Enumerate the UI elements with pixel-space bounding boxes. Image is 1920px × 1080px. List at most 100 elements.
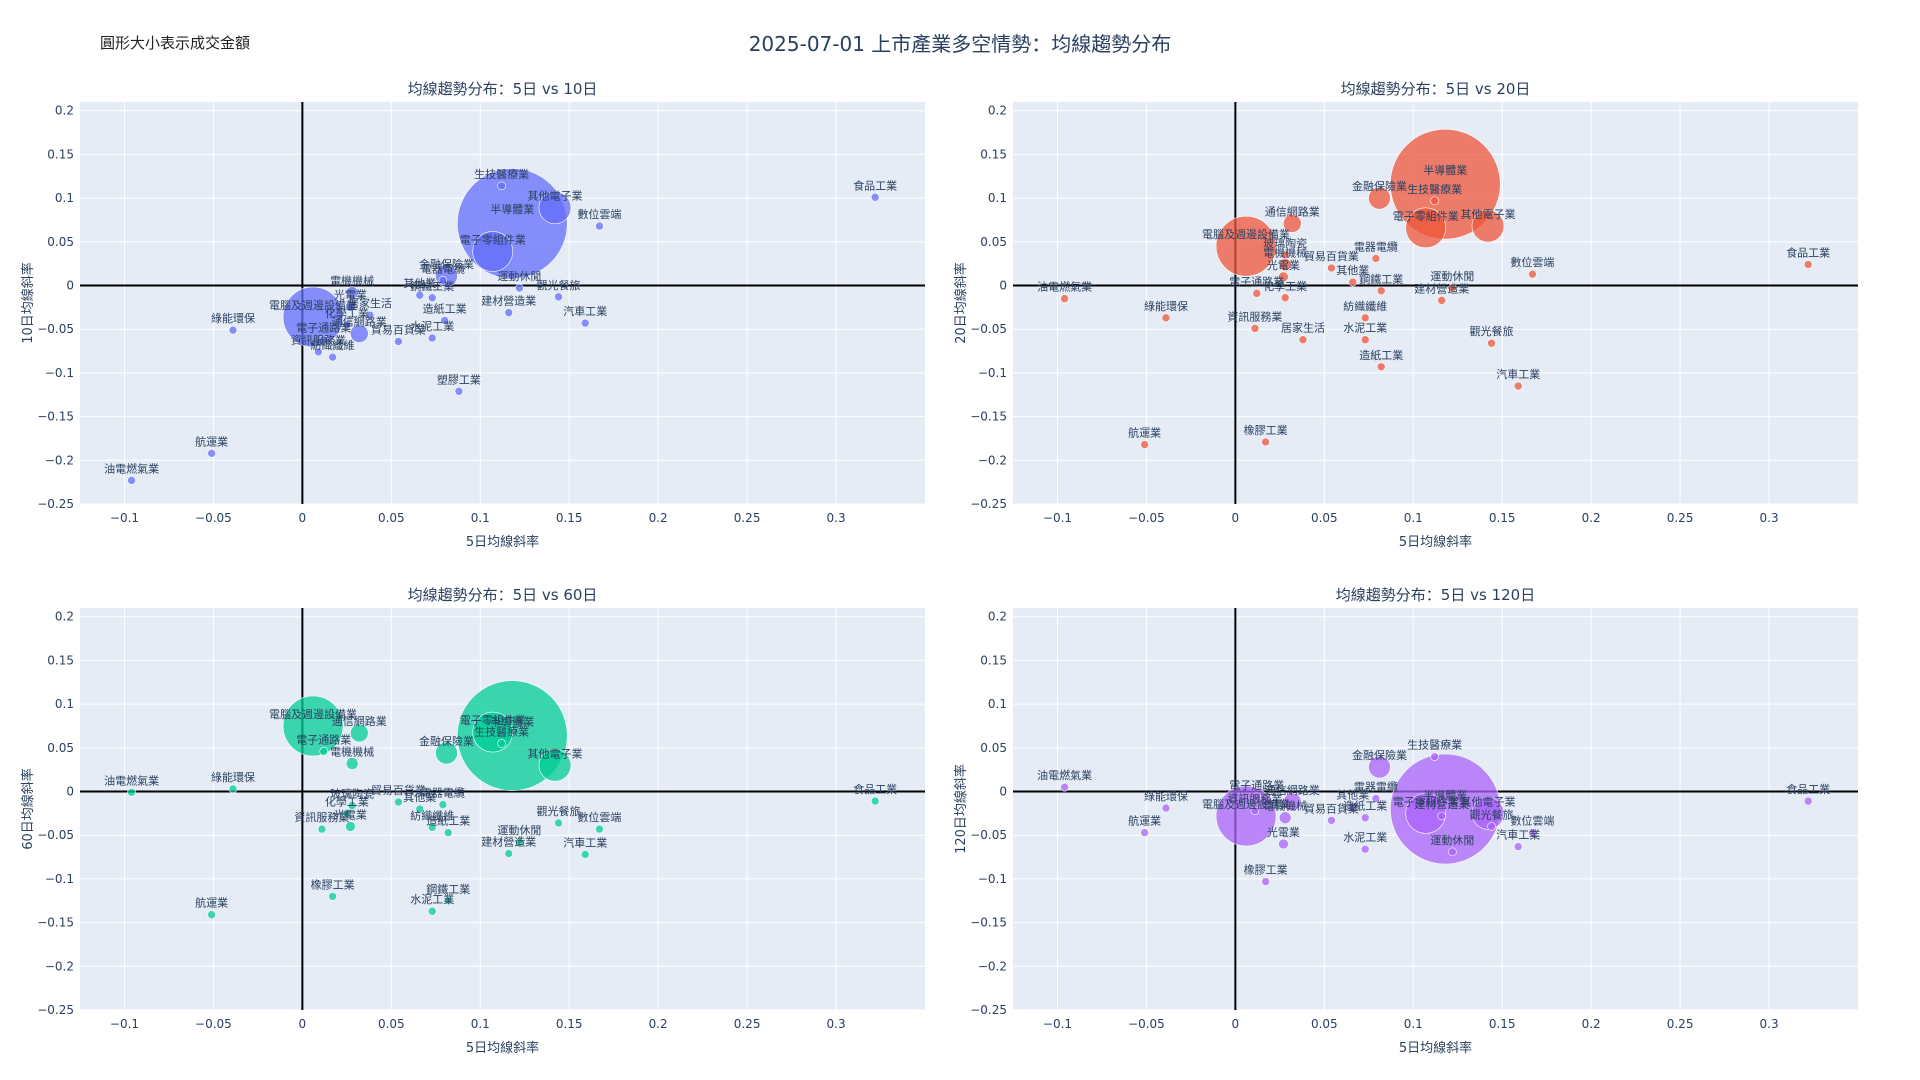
data-point xyxy=(515,837,524,847)
data-point xyxy=(538,191,572,225)
point-label: 造紙工業 xyxy=(426,814,470,828)
point-label: 食品工業 xyxy=(1786,782,1830,796)
y-tick-label: 0.2 xyxy=(55,104,74,118)
point-label: 紡織纖維 xyxy=(1343,299,1387,313)
point-label: 綠能環保 xyxy=(211,311,255,325)
x-tick-label: 0 xyxy=(299,511,307,525)
point-label: 航運業 xyxy=(195,896,228,910)
y-tick-label: −0.05 xyxy=(37,828,74,842)
data-point xyxy=(1348,802,1358,811)
x-tick-label: 0.2 xyxy=(649,1017,668,1031)
y-tick-label: −0.1 xyxy=(978,872,1007,886)
point-label: 觀光餐旅 xyxy=(537,278,581,292)
x-tick-label: 0.25 xyxy=(1667,511,1694,525)
point-label: 紡織纖維 xyxy=(311,338,355,352)
point-label: 電子零組件業 xyxy=(460,233,526,246)
data-point xyxy=(345,301,356,312)
data-point xyxy=(595,221,604,231)
point-label: 水泥工業 xyxy=(1343,831,1387,844)
point-label: 運動休閒 xyxy=(1430,269,1474,283)
point-label: 電子通路業 xyxy=(1229,779,1284,792)
data-point xyxy=(345,821,356,832)
y-tick-label: −0.15 xyxy=(970,410,1007,424)
point-label: 造紙工業 xyxy=(423,301,467,315)
data-point xyxy=(1215,785,1277,847)
point-label: 化學工業 xyxy=(1263,279,1307,293)
data-point xyxy=(504,849,514,858)
data-point xyxy=(1368,186,1391,210)
y-tick-label: −0.15 xyxy=(37,916,74,930)
data-point xyxy=(1161,803,1171,813)
y-tick-label: −0.1 xyxy=(978,366,1007,380)
data-point xyxy=(1140,440,1149,449)
y-tick-label: −0.2 xyxy=(45,453,74,467)
y-tick-label: 0.05 xyxy=(47,741,74,755)
data-point xyxy=(1513,381,1523,391)
x-tick-label: −0.1 xyxy=(110,511,139,525)
data-point xyxy=(870,796,880,806)
data-point xyxy=(282,695,344,757)
y-tick-label: 0.2 xyxy=(988,610,1007,624)
y-tick-label: 0 xyxy=(999,279,1007,293)
data-point xyxy=(1360,813,1370,823)
point-label: 半導體業 xyxy=(490,202,534,216)
data-point xyxy=(1360,335,1370,345)
data-point xyxy=(207,910,216,920)
x-tick-label: 0.1 xyxy=(1404,511,1423,525)
point-label: 電器電纜 xyxy=(1354,239,1398,253)
point-label: 航運業 xyxy=(195,434,228,448)
y-tick-label: −0.1 xyxy=(45,366,74,380)
y-tick-label: −0.05 xyxy=(37,322,74,336)
point-label: 橡膠工業 xyxy=(1244,864,1288,877)
point-label: 貿易百貨業 xyxy=(1304,249,1359,263)
y-tick-label: −0.25 xyxy=(37,1003,74,1017)
data-point xyxy=(394,337,403,346)
subplot-title: 均線趨勢分布：5日 vs 120日 xyxy=(1336,586,1535,604)
y-tick-label: −0.25 xyxy=(970,497,1007,511)
y-axis-label: 60日均線斜率 xyxy=(20,768,36,850)
point-label: 航運業 xyxy=(1128,814,1161,828)
plot-area xyxy=(80,102,925,504)
point-label: 貿易百貨業 xyxy=(371,322,426,336)
data-point xyxy=(1348,277,1358,287)
point-label: 汽車工業 xyxy=(1496,367,1540,381)
subplot-1: −0.1 −0.05 0 0.05 0.1 0.15 0.2 0.25 0.3 −0.25 −0.2… xyxy=(20,80,925,550)
point-label: 塑膠工業 xyxy=(437,372,481,386)
data-point xyxy=(1448,283,1457,293)
point-label: 生技醫療業 xyxy=(1407,182,1462,196)
x-axis-label: 5日均線斜率 xyxy=(466,1040,539,1056)
point-label: 光電業 xyxy=(334,807,367,821)
data-point xyxy=(554,818,563,828)
x-tick-label: −0.1 xyxy=(1043,1017,1072,1031)
point-label: 其他電子業 xyxy=(1460,208,1515,221)
y-tick-label: 0.2 xyxy=(55,610,74,624)
point-label: 建材營造業 xyxy=(1414,281,1469,295)
point-label: 電機機械 xyxy=(1263,799,1307,813)
data-point xyxy=(1060,782,1069,792)
data-point xyxy=(1140,828,1149,837)
y-tick-label: −0.2 xyxy=(978,959,1007,973)
x-tick-label: 0.25 xyxy=(734,511,761,525)
plot-area xyxy=(80,608,925,1010)
point-label: 電子零組件業 xyxy=(1393,210,1459,223)
point-label: 電腦及週邊設備業 xyxy=(269,707,357,721)
data-point xyxy=(1327,816,1336,825)
data-point xyxy=(1360,844,1370,854)
data-point xyxy=(595,824,604,834)
data-point xyxy=(319,335,329,345)
point-label: 鋼鐵工業 xyxy=(426,882,470,896)
x-tick-label: 0.3 xyxy=(1760,511,1779,525)
point-label: 觀光餐旅 xyxy=(1470,807,1514,821)
y-tick-label: −0.05 xyxy=(970,828,1007,842)
x-tick-label: 0.15 xyxy=(556,511,583,525)
data-point xyxy=(1278,811,1292,825)
y-tick-label: 0.1 xyxy=(988,191,1007,205)
x-tick-label: 0.2 xyxy=(1582,1017,1601,1031)
point-label: 資訊服務業 xyxy=(294,810,349,824)
data-point xyxy=(1161,313,1171,323)
point-label: 玻璃陶瓷 xyxy=(330,787,374,801)
point-label: 通信網路業 xyxy=(1265,783,1320,797)
y-tick-label: −0.2 xyxy=(978,453,1007,467)
point-label: 油電燃氣業 xyxy=(104,461,159,475)
x-tick-label: 0.05 xyxy=(1311,511,1338,525)
